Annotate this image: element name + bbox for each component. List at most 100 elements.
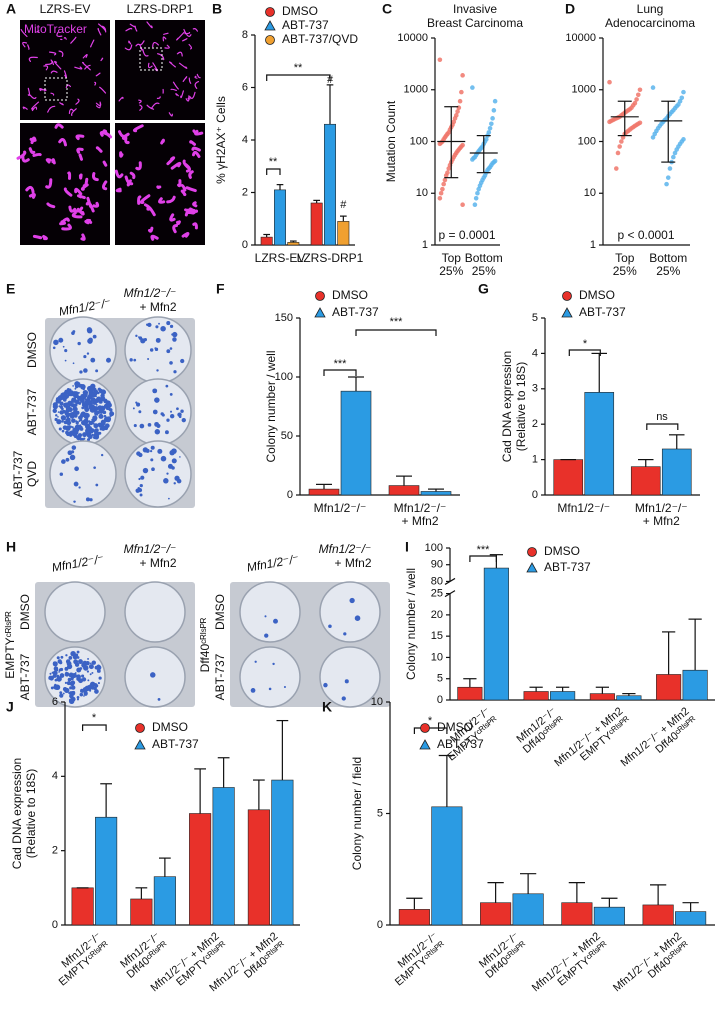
colony	[59, 693, 64, 698]
data-point	[473, 195, 479, 201]
significance-bracket	[266, 74, 331, 81]
colony	[169, 324, 174, 329]
colony	[155, 337, 161, 343]
colony	[97, 682, 100, 685]
legend-marker	[135, 723, 145, 733]
x-tick-label-group: Mfn1/2⁻/⁻Dff40ᶜᴿᴵˢᴾᴿ	[477, 930, 529, 981]
colony	[81, 406, 85, 410]
colony	[171, 333, 174, 336]
colony	[59, 472, 64, 476]
data-point	[437, 57, 443, 63]
colony	[135, 401, 138, 404]
colony	[63, 420, 66, 424]
well	[49, 316, 117, 384]
colony	[93, 428, 99, 434]
colony	[73, 429, 79, 435]
legend-label: ABT-737	[437, 737, 484, 751]
significance-bracket	[646, 423, 679, 430]
colony	[166, 418, 170, 422]
colony	[65, 425, 71, 431]
well	[124, 646, 186, 708]
colony	[69, 686, 73, 690]
colony	[99, 405, 106, 412]
colony	[87, 657, 90, 660]
y-tick-label: 0	[377, 919, 383, 931]
colony	[58, 427, 62, 431]
legend-marker	[562, 291, 572, 301]
bar	[561, 902, 593, 926]
colony	[79, 692, 84, 697]
colony	[149, 348, 154, 352]
y-tick-label: 5	[377, 807, 383, 819]
colony	[92, 415, 98, 421]
y-tick-label: 10000	[565, 32, 596, 44]
colony	[180, 409, 184, 413]
legend-marker	[264, 20, 276, 31]
data-point	[477, 183, 483, 188]
colony	[108, 401, 111, 404]
colony	[84, 407, 90, 413]
colony	[129, 358, 133, 362]
colony	[59, 661, 63, 665]
colony	[139, 423, 145, 429]
colony	[79, 424, 82, 427]
column-header: Mfn1/2⁻/⁻	[124, 286, 177, 300]
colony	[57, 411, 60, 413]
colony	[77, 391, 80, 394]
colony	[138, 410, 142, 414]
colony	[69, 430, 74, 435]
y-tick-label: 10000	[397, 32, 428, 44]
data-point	[437, 141, 443, 147]
colony	[54, 678, 58, 682]
colony	[69, 404, 72, 407]
mitochondria	[118, 21, 201, 117]
colony	[105, 416, 111, 423]
colony	[62, 345, 65, 348]
colony	[60, 655, 64, 659]
colony	[86, 352, 90, 355]
colony	[93, 423, 99, 429]
colony	[59, 691, 63, 695]
significance-bracket	[413, 727, 448, 734]
bar	[71, 887, 94, 926]
row-label: ABT-737	[213, 653, 227, 700]
colony	[87, 679, 90, 682]
bar	[512, 893, 544, 926]
y-tick-label: 1	[590, 239, 596, 251]
y-axis-label: Colony number / well	[404, 568, 418, 680]
colony	[62, 692, 65, 695]
colony	[72, 410, 77, 415]
colony	[178, 415, 182, 419]
colony	[88, 392, 91, 395]
colony	[65, 457, 70, 462]
y-tick-label: 10	[416, 187, 428, 199]
colony	[151, 467, 155, 472]
colony	[81, 674, 85, 678]
y-tick-label: 100	[275, 371, 293, 383]
bar	[189, 813, 212, 926]
colony	[82, 387, 85, 391]
y-tick-label: 10	[431, 651, 443, 663]
y-tick-label: 4	[532, 347, 538, 359]
colony	[166, 349, 171, 354]
colony	[158, 322, 160, 325]
colony	[55, 397, 60, 402]
colony	[273, 618, 278, 624]
data-point	[672, 150, 678, 156]
bar	[584, 392, 615, 496]
x-tick-label-group: Mfn1/2⁻/⁻EMPTYᶜᴿᴵˢᴾᴿ	[393, 930, 448, 988]
data-point	[667, 166, 673, 171]
colony	[160, 325, 166, 332]
colony	[89, 428, 95, 433]
colony	[157, 448, 163, 454]
colony	[95, 483, 99, 487]
micrograph	[20, 20, 110, 120]
colony	[92, 661, 96, 665]
colony	[64, 393, 68, 397]
data-point	[490, 116, 495, 121]
colony	[152, 388, 158, 394]
legend-label: ABT-737	[152, 737, 199, 751]
colony	[90, 408, 95, 413]
well	[319, 581, 381, 643]
y-tick-label: 2	[242, 186, 248, 198]
